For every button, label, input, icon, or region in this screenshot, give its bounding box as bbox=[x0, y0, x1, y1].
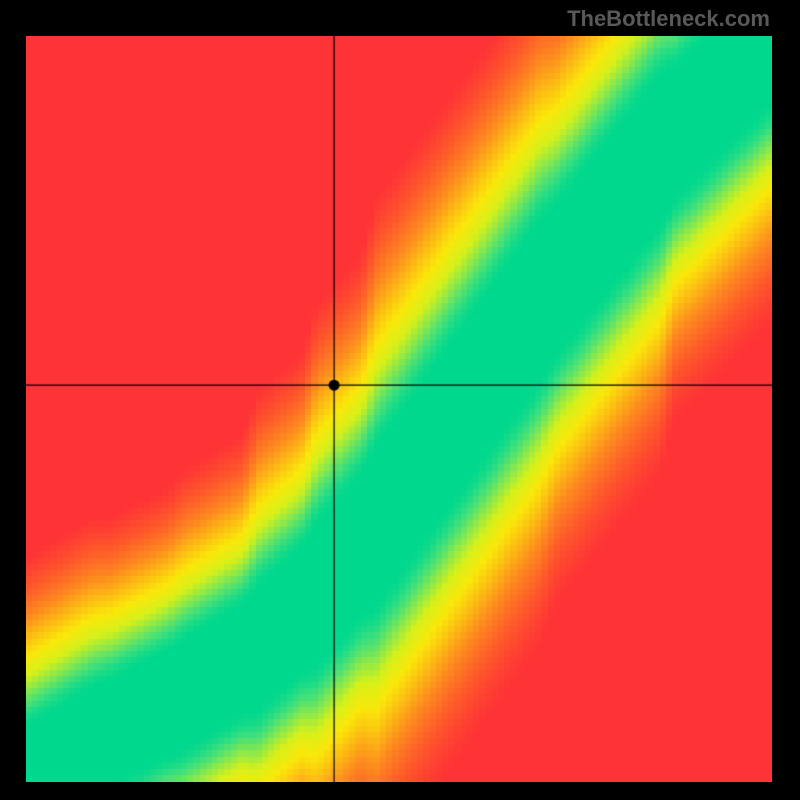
watermark-text: TheBottleneck.com bbox=[567, 6, 770, 32]
bottleneck-heatmap bbox=[26, 36, 772, 782]
chart-container: TheBottleneck.com bbox=[0, 0, 800, 800]
